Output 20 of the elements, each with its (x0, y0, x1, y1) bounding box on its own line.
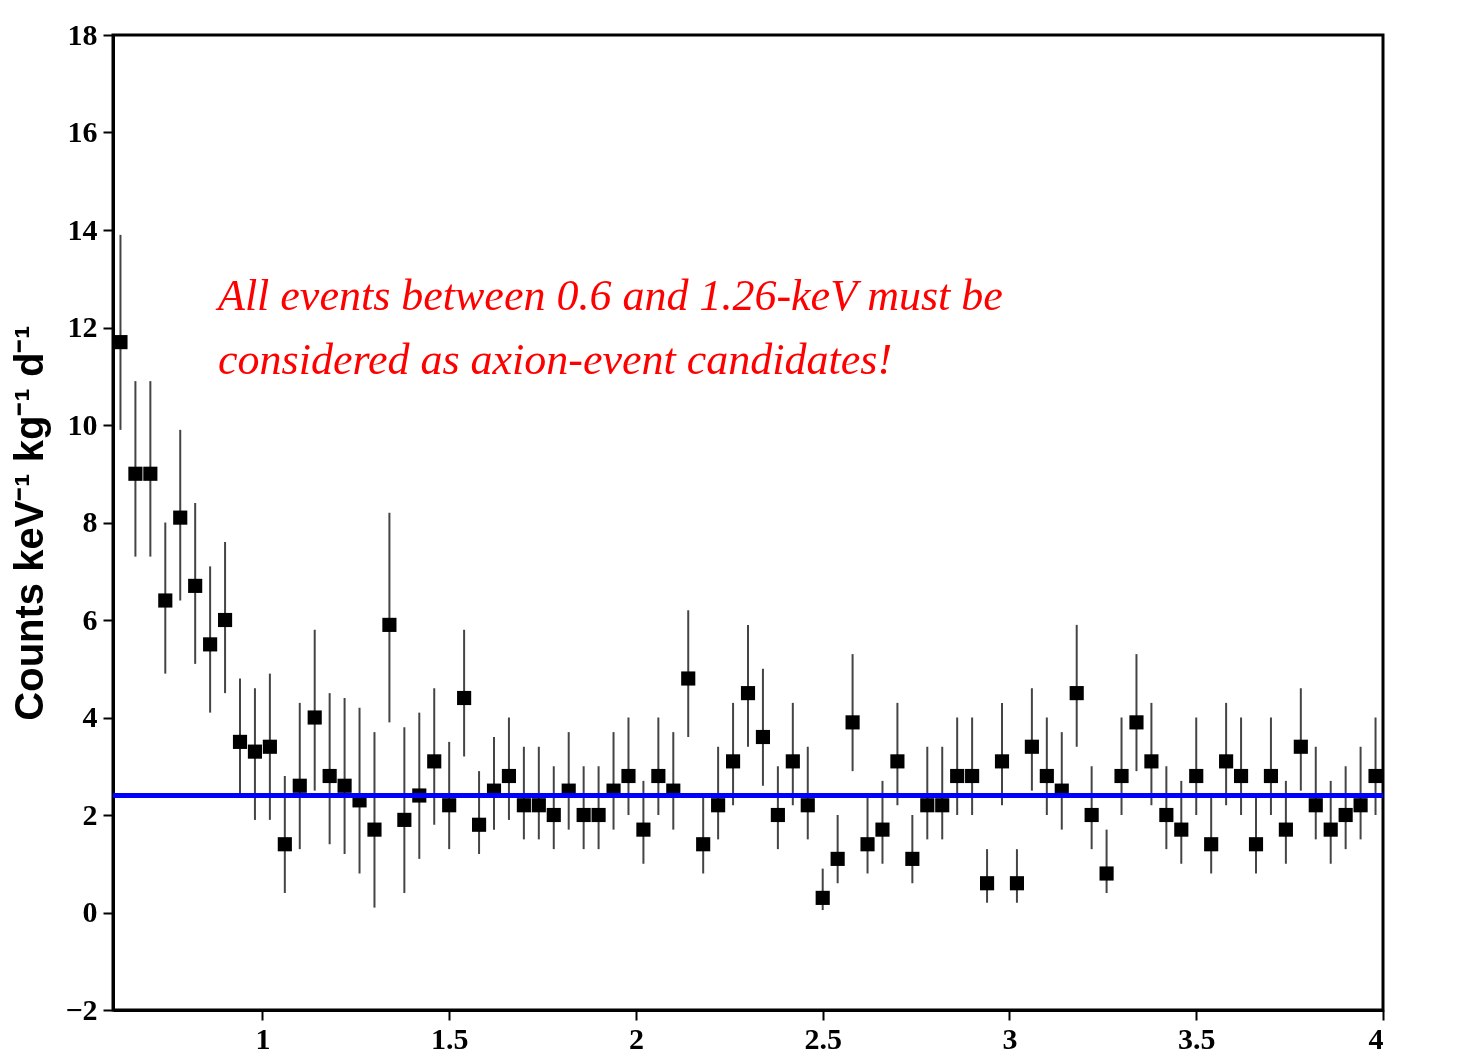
y-tick-label: 6 (82, 602, 98, 636)
x-tick-label: 1.5 (430, 1021, 469, 1055)
y-tick-label: 2 (82, 797, 98, 831)
annotation: All events between 0.6 and 1.26-keV must be considered as axion-event candidates! (215, 271, 1003, 384)
x-tick-label: 1 (255, 1021, 271, 1055)
x-tick-label: 3 (1002, 1021, 1018, 1055)
y-tick-label: 0 (82, 895, 98, 928)
x-tick-label: 2 (628, 1021, 644, 1055)
y-tick-label: 10 (67, 407, 98, 441)
y-axis-title: Counts keV⁻¹ kg⁻¹ d⁻¹ (7, 325, 52, 721)
y-tick-label: 16 (67, 115, 98, 148)
x-tick-label: 3.5 (1177, 1021, 1216, 1055)
x-tick-label: 2.5 (804, 1021, 842, 1055)
y-tick-label: 18 (67, 17, 98, 51)
x-tick-label: 4 (1368, 1021, 1384, 1055)
y-tick-label: 14 (67, 212, 98, 246)
y-tick-label: −2 (65, 992, 98, 1026)
y-tick-label: 4 (82, 700, 98, 733)
y-tick-label: 12 (67, 310, 98, 343)
y-tick-label: 8 (82, 505, 98, 538)
